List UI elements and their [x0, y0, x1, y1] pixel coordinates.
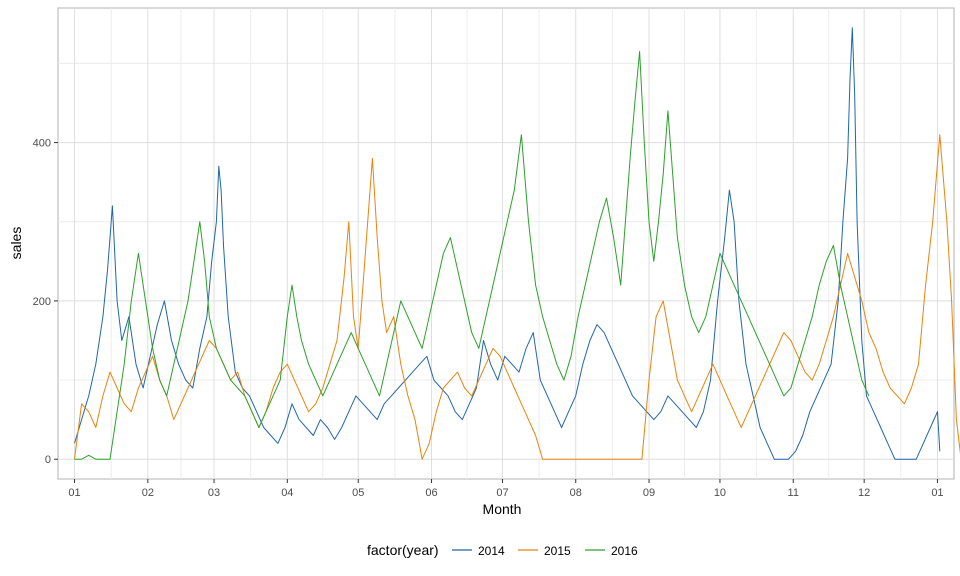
- legend-label-2015: 2015: [544, 544, 571, 558]
- legend-title: factor(year): [367, 542, 439, 558]
- y-tick-label: 0: [45, 454, 51, 466]
- x-tick-label: 02: [142, 487, 154, 499]
- x-tick-label: 09: [643, 487, 655, 499]
- y-tick-label: 400: [33, 138, 51, 150]
- gridlines: [58, 8, 954, 479]
- y-axis: 0 200 400: [33, 138, 58, 466]
- x-tick-label: 12: [858, 487, 870, 499]
- x-axis: 01 02 03 04 05 06 07 08 09 10 11 12 01: [68, 479, 944, 499]
- legend-label-2016: 2016: [611, 544, 638, 558]
- x-tick-label: 06: [425, 487, 437, 499]
- legend: factor(year) 2014 2015 2016: [367, 542, 638, 558]
- x-tick-label: 05: [352, 487, 364, 499]
- series-line-2014: [74, 27, 941, 460]
- x-tick-label: 07: [496, 487, 508, 499]
- series-line-2016: [74, 51, 870, 460]
- x-tick-label: 01: [931, 487, 943, 499]
- x-tick-label: 01: [68, 487, 80, 499]
- x-tick-label: 08: [570, 487, 582, 499]
- plot-panel: [57, 7, 955, 480]
- legend-label-2014: 2014: [478, 544, 505, 558]
- x-tick-label: 11: [788, 487, 799, 499]
- y-tick-label: 200: [33, 296, 51, 308]
- x-axis-title: Month: [483, 501, 522, 517]
- x-tick-label: 10: [714, 487, 726, 499]
- x-tick-label: 04: [281, 487, 293, 499]
- series-layer: [74, 27, 960, 460]
- x-tick-label: 03: [208, 487, 220, 499]
- y-axis-title: sales: [8, 227, 24, 260]
